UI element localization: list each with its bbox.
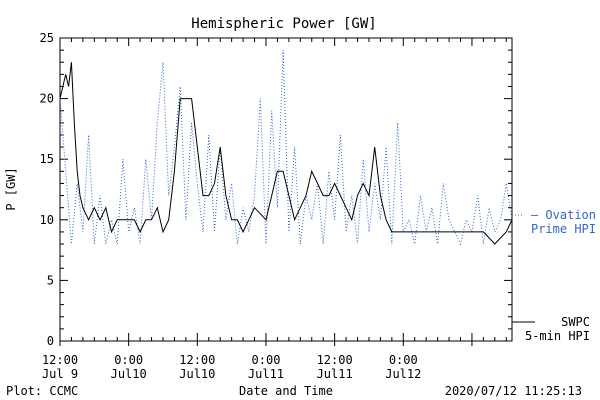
legend-swpc-line1: SWPC bbox=[561, 315, 590, 329]
y-tick-label: 25 bbox=[40, 31, 54, 45]
y-tick-label: 0 bbox=[47, 334, 54, 348]
x-tick-label-date: Jul11 bbox=[317, 367, 353, 381]
x-tick-label-date: Jul10 bbox=[179, 367, 215, 381]
y-axis-ticks: 0 5 10 15 20 25 bbox=[40, 31, 512, 348]
x-tick-label-time: 0:00 bbox=[114, 353, 143, 367]
x-tick-label-date: Jul11 bbox=[248, 367, 284, 381]
legend-swpc-line2: 5-min HPI bbox=[525, 329, 590, 343]
y-tick-label: 10 bbox=[40, 213, 54, 227]
legend-ovation-line1: — Ovation bbox=[531, 208, 596, 222]
y-tick-label: 5 bbox=[47, 273, 54, 287]
x-tick-label-date: Jul 9 bbox=[42, 367, 78, 381]
x-tick-label-time: 12:00 bbox=[42, 353, 78, 367]
footer-timestamp: 2020/07/12 11:25:13 bbox=[445, 384, 582, 398]
plot-frame bbox=[59, 37, 513, 342]
y-tick-label: 20 bbox=[40, 92, 54, 106]
x-tick-label-date: Jul10 bbox=[111, 367, 147, 381]
x-tick-label-time: 0:00 bbox=[389, 353, 418, 367]
series-ovation-prime-line bbox=[59, 50, 513, 246]
x-tick-label-time: 12:00 bbox=[317, 353, 353, 367]
series-swpc-line bbox=[59, 62, 513, 245]
x-tick-label-date: Jul12 bbox=[385, 367, 421, 381]
legend-ovation-line2: Prime HPI bbox=[531, 222, 596, 236]
chart-title: Hemispheric Power [GW] bbox=[191, 16, 376, 32]
x-tick-label-time: 0:00 bbox=[252, 353, 281, 367]
x-axis-label: Date and Time bbox=[239, 384, 333, 398]
footer-plot-source: Plot: CCMC bbox=[6, 384, 78, 398]
x-tick-label-time: 12:00 bbox=[179, 353, 215, 367]
y-axis-label: P [GW] bbox=[4, 167, 18, 210]
y-tick-label: 15 bbox=[40, 152, 54, 166]
series-layer bbox=[59, 50, 513, 246]
